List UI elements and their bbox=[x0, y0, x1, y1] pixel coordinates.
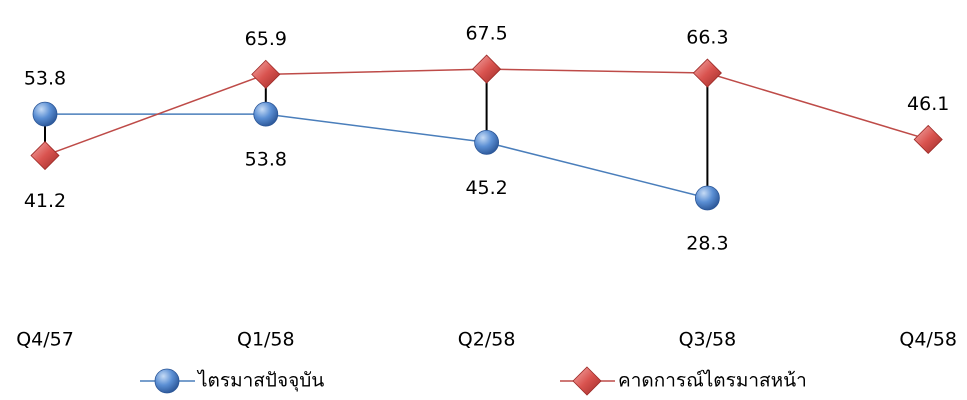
x-tick-label: Q4/57 bbox=[16, 329, 74, 351]
marker bbox=[30, 140, 60, 171]
data-label: 53.8 bbox=[245, 149, 287, 171]
data-label: 28.3 bbox=[686, 232, 728, 254]
data-label: 41.2 bbox=[24, 190, 66, 212]
data-label: 45.2 bbox=[465, 177, 507, 199]
markers bbox=[30, 54, 943, 211]
marker bbox=[474, 130, 500, 155]
marker bbox=[32, 101, 58, 127]
x-tick-label: Q2/58 bbox=[458, 329, 516, 351]
drop-lines bbox=[44, 69, 709, 198]
data-label: 67.5 bbox=[465, 23, 507, 45]
marker bbox=[692, 58, 722, 88]
data-label: 46.1 bbox=[907, 93, 949, 115]
data-label: 66.3 bbox=[686, 27, 728, 49]
marker bbox=[472, 54, 502, 84]
legend-label: ไตรมาสปัจจุบัน bbox=[196, 370, 324, 393]
data-label: 65.9 bbox=[245, 28, 287, 50]
marker bbox=[913, 124, 943, 155]
labels: 53.8 53.8 45.2 28.3 41.2 65.9 67.5 66.3 46.1 bbox=[24, 23, 950, 255]
x-tick-label: Q3/58 bbox=[679, 329, 737, 351]
marker bbox=[251, 59, 281, 89]
marker bbox=[253, 101, 279, 127]
x-tick-label: Q1/58 bbox=[237, 329, 295, 351]
x-tick-label: Q4/58 bbox=[899, 329, 957, 351]
legend-marker bbox=[154, 368, 180, 394]
legend-marker bbox=[572, 366, 602, 396]
data-label: 53.8 bbox=[24, 68, 66, 90]
series-line bbox=[45, 113, 708, 199]
legend-label: คาดการณ์ไตรมาสหน้า bbox=[618, 370, 807, 392]
marker bbox=[695, 185, 720, 211]
